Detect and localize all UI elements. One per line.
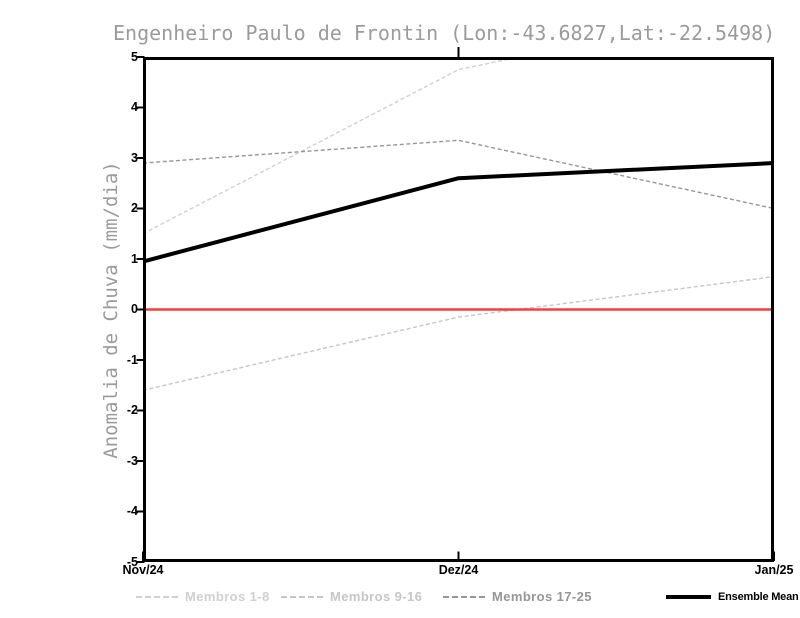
plot-frame (143, 57, 774, 562)
member-line (143, 139, 774, 210)
legend-line-sample (281, 595, 323, 598)
x-tick-label-dez24: Dez/24 (438, 563, 479, 577)
y-tick-label: 2 (131, 201, 138, 215)
x-tick-label-nov24: Nov/24 (122, 563, 164, 577)
legend-label: Ensemble Mean (718, 590, 799, 603)
y-tick-label: -2 (126, 403, 138, 417)
y-tick-label: -5 (126, 554, 138, 569)
x-tick-label-jan25: Jan/25 (754, 563, 794, 577)
y-tick-label: -4 (126, 504, 138, 518)
legend-label: Membros 1-8 (185, 589, 270, 604)
y-tick-label: -1 (126, 352, 138, 367)
y-tick-label: 5 (131, 49, 138, 64)
legend-line-sample (443, 595, 485, 598)
legend-item-membros-17-25: Membros 17-25 (443, 589, 592, 604)
legend-label: Membros 17-25 (492, 589, 592, 604)
legend-line-sample (666, 594, 711, 599)
legend-line-sample (136, 595, 178, 598)
legend-item-membros-9-16: Membros 9-16 (281, 589, 422, 604)
series-lines (143, 57, 774, 391)
y-tick-label: -3 (126, 453, 138, 468)
ensemble-mean-line (143, 161, 774, 264)
member-line (143, 275, 774, 391)
y-tick-label: 1 (131, 251, 138, 266)
y-tick-label: 3 (131, 150, 138, 165)
member-line (143, 57, 523, 235)
y-tick-label: 0 (131, 302, 138, 316)
chart-title: Engenheiro Paulo de Frontin (Lon:-43.682… (113, 21, 776, 45)
y-tick-label: 4 (131, 100, 138, 114)
legend-item-membros-1-8: Membros 1-8 (136, 589, 270, 604)
legend-item-ensemble-mean: Ensemble Mean (666, 589, 799, 604)
legend-label: Membros 9-16 (330, 589, 423, 604)
